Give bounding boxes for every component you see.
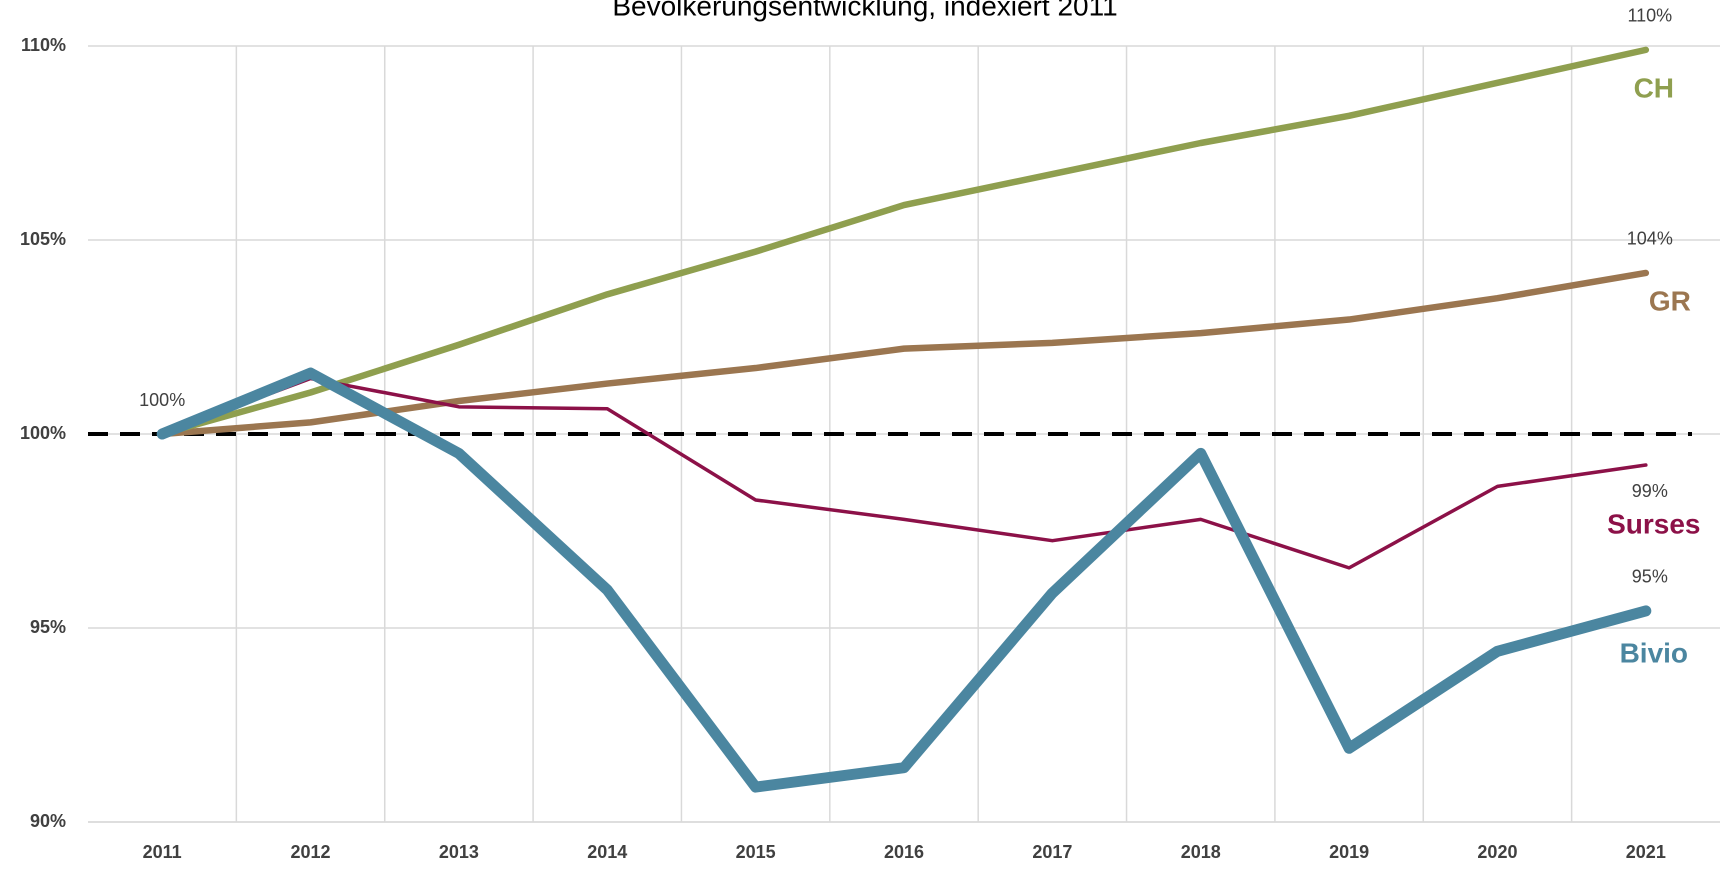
- y-tick-label: 90%: [30, 811, 66, 831]
- x-tick-label: 2020: [1477, 842, 1517, 862]
- y-tick-label: 110%: [21, 35, 66, 55]
- value-label: 104%: [1627, 229, 1673, 249]
- series-line: [158, 269, 1650, 438]
- value-label: 110%: [1627, 6, 1672, 26]
- value-label: 100%: [139, 390, 185, 410]
- x-tick-label: 2012: [291, 842, 331, 862]
- x-tick-label: 2018: [1181, 842, 1221, 862]
- x-tick-label: 2019: [1329, 842, 1369, 862]
- x-tick-label: 2017: [1032, 842, 1072, 862]
- x-tick-label: 2021: [1626, 842, 1666, 862]
- series-label: Bivio: [1620, 637, 1688, 668]
- y-tick-label: 100%: [20, 423, 66, 443]
- value-label: 95%: [1632, 567, 1668, 587]
- series-line: [160, 376, 1648, 570]
- series-line: [156, 367, 1652, 793]
- x-tick-label: 2013: [439, 842, 479, 862]
- x-tick-label: 2014: [587, 842, 627, 862]
- y-tick-label: 105%: [20, 229, 66, 249]
- value-label: 99%: [1632, 481, 1668, 501]
- y-tick-label: 95%: [30, 617, 66, 637]
- x-tick-label: 2015: [736, 842, 776, 862]
- x-tick-label: 2016: [884, 842, 924, 862]
- series-line: [158, 46, 1650, 438]
- chart-title: Bevölkerungsentwicklung, indexiert 2011: [612, 0, 1117, 21]
- series-label: Surses: [1607, 508, 1700, 539]
- x-tick-label: 2011: [143, 842, 182, 862]
- series-label: CH: [1634, 72, 1674, 103]
- series-label: GR: [1649, 285, 1691, 316]
